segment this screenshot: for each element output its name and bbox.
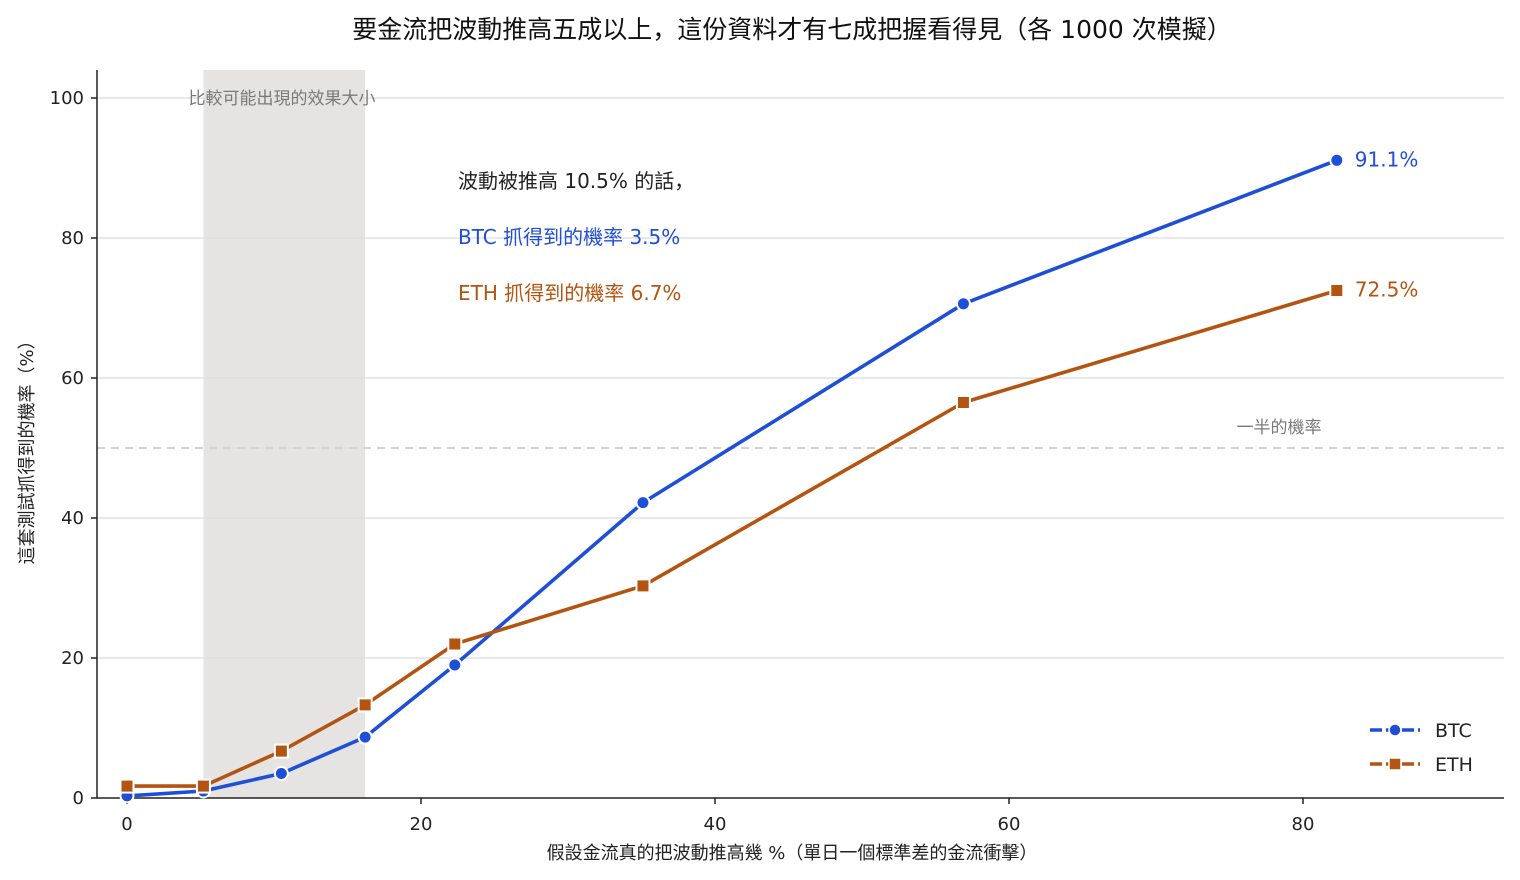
y-tick-label-20: 20 (61, 648, 84, 669)
y-tick-label-40: 40 (61, 508, 84, 529)
reference-line-label: 一半的機率 (1237, 418, 1322, 438)
x-tick-label-20: 20 (410, 814, 433, 835)
series-layer: 91.1% 72.5% (119, 147, 1419, 804)
end-value-label-btc: 91.1% (1355, 147, 1419, 171)
data-point-btc (955, 296, 971, 312)
series-line-btc (126, 158, 1338, 798)
data-point-btc (447, 657, 463, 673)
end-value-label-eth: 72.5% (1355, 278, 1419, 302)
data-point-eth (955, 395, 971, 410)
y-axis-label: 這套測試抓得到的機率（%） (17, 331, 38, 564)
shaded-band-layer (203, 70, 366, 798)
data-point-eth (357, 697, 373, 713)
data-point-eth (447, 636, 463, 652)
data-point-eth (119, 778, 135, 794)
gridlines (97, 97, 1504, 659)
series-eth: 72.5% (119, 278, 1419, 794)
annotation-line-eth: ETH 抓得到的機率 6.7% (458, 281, 681, 305)
y-tick-label-0: 0 (73, 788, 84, 809)
legend-label-btc: BTC (1435, 720, 1472, 742)
data-point-eth (273, 743, 289, 759)
data-point-eth (1329, 283, 1345, 298)
legend-label-eth: ETH (1435, 754, 1473, 776)
x-tick-label-40: 40 (704, 814, 727, 835)
x-tick-label-80: 80 (1292, 814, 1315, 835)
legend: BTC ETH (1370, 720, 1473, 776)
legend-marker-eth (1388, 757, 1402, 771)
y-tick-label-80: 80 (61, 228, 84, 249)
annotation-line-1: 波動被推高 10.5% 的話， (458, 169, 694, 193)
y-tick-label-60: 60 (61, 368, 84, 389)
shaded-band (203, 70, 366, 798)
legend-marker-btc (1388, 723, 1402, 737)
x-axis-label: 假設金流真的把波動推高幾 %（單日一個標準差的金流衝擊） (547, 843, 1038, 864)
data-point-btc (635, 495, 651, 511)
data-point-btc (357, 729, 373, 745)
shaded-band-label: 比較可能出現的效果大小 (189, 89, 376, 109)
x-tick-label-0: 0 (121, 814, 132, 835)
chart-title: 要金流把波動推高五成以上，這份資料才有七成把握看得見（各 1000 次模擬） (352, 15, 1232, 44)
data-point-eth (635, 578, 651, 594)
data-point-eth (195, 778, 211, 794)
annotation-line-btc: BTC 抓得到的機率 3.5% (458, 225, 680, 249)
legend-item-btc: BTC (1370, 720, 1472, 742)
y-tick-label-100: 100 (50, 88, 84, 109)
series-line-eth (127, 288, 1338, 788)
legend-item-eth: ETH (1370, 754, 1473, 776)
data-point-btc (1329, 152, 1345, 168)
data-point-btc (273, 766, 289, 781)
x-tick-label-60: 60 (998, 814, 1021, 835)
